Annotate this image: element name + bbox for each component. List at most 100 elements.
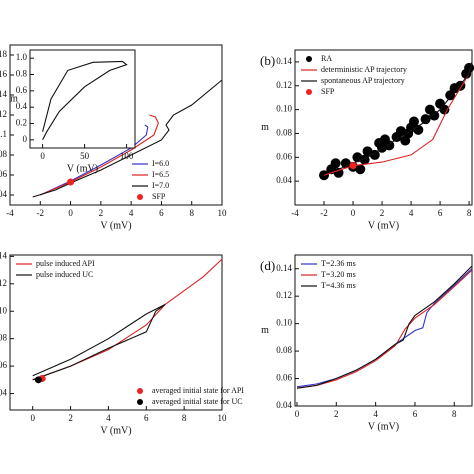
legend-symbol <box>306 56 312 62</box>
legend-label: averaged initial state for UC <box>152 397 243 406</box>
y-tick-label: 0.04 <box>276 400 292 410</box>
y-tick-label: 0.06 <box>0 169 8 179</box>
point <box>349 162 357 170</box>
y-tick-label: 0.08 <box>276 128 292 138</box>
panel-label: (b) <box>260 53 275 68</box>
y-tick-label: 0.1 <box>0 129 7 139</box>
x-axis-label: V (mV) <box>368 421 399 432</box>
y-tick-label: 0.12 <box>0 109 7 119</box>
point <box>408 116 419 127</box>
point <box>369 149 380 160</box>
x-tick-label: -2 <box>37 208 45 218</box>
point <box>420 114 431 125</box>
y-tick-label: 0.08 <box>0 149 8 159</box>
x-tick-label: 0 <box>351 208 356 218</box>
line <box>296 265 473 389</box>
line <box>32 79 223 198</box>
line <box>42 60 128 141</box>
x-tick-label: 6 <box>413 409 418 419</box>
legend-label: I=6.5 <box>152 170 169 179</box>
x-tick-label: 4 <box>409 208 414 218</box>
point <box>34 376 42 384</box>
legend-label: I=7.0 <box>152 181 169 190</box>
y-tick-label: 0.10 <box>0 305 8 315</box>
y-tick-label: 0.18 <box>0 49 8 59</box>
y-axis-label: m <box>10 93 18 104</box>
y-tick-label: 0.14 <box>276 263 292 273</box>
y-tick-label: 0.08 <box>276 345 292 355</box>
line <box>32 303 166 381</box>
legend-symbol <box>306 89 312 95</box>
y-tick-label: 0.10 <box>276 318 292 328</box>
x-tick-label: 6 <box>144 413 149 423</box>
legend-label: T=3.20 ms <box>321 270 356 279</box>
point <box>355 164 366 175</box>
y-tick-label: 0.6 <box>16 85 28 95</box>
legend-label: pulse induced API <box>36 259 95 268</box>
line <box>323 61 473 176</box>
x-tick-label: 0 <box>68 208 73 218</box>
x-tick-label: 4 <box>129 208 134 218</box>
x-tick-label: -4 <box>291 208 299 218</box>
x-tick-label: 2 <box>380 208 385 218</box>
line <box>296 269 473 389</box>
y-tick-label: 0.08 <box>0 333 8 343</box>
legend-label: T=2.36 ms <box>321 259 356 268</box>
x-tick-label: 50 <box>80 151 90 161</box>
x-axis-label: V (mV) <box>368 220 399 231</box>
x-tick-label: 2 <box>334 409 339 419</box>
x-tick-label: 8 <box>452 409 457 419</box>
y-tick-label: 0.8 <box>16 69 28 79</box>
x-tick-label: -2 <box>320 208 328 218</box>
legend-symbol <box>137 388 143 394</box>
x-tick-label: 4 <box>373 409 378 419</box>
x-tick-label: -4 <box>6 208 14 218</box>
y-tick-label: 0.12 <box>276 80 292 90</box>
x-tick-label: 8 <box>182 413 187 423</box>
plot-frame <box>9 254 223 411</box>
x-tick-label: 0 <box>295 409 300 419</box>
x-tick-label: 8 <box>467 208 472 218</box>
legend-label: averaged initial state for API <box>152 386 244 395</box>
x-tick-label: 100 <box>120 151 134 161</box>
legend-label: SFP <box>152 192 166 201</box>
y-tick-label: 1.0 <box>16 52 28 62</box>
line <box>40 114 159 196</box>
y-tick-label: 0.04 <box>276 175 292 185</box>
legend-label: RA <box>321 54 332 63</box>
point <box>67 178 75 186</box>
y-tick-label: 0.4 <box>16 101 28 111</box>
point <box>445 90 456 101</box>
legend-label: I=6.0 <box>152 159 169 168</box>
x-tick-label: 2 <box>68 413 73 423</box>
y-tick-label: 0.12 <box>0 278 7 288</box>
line <box>338 61 473 170</box>
x-tick-label: 0 <box>40 151 45 161</box>
y-axis-label: m <box>261 325 269 336</box>
point <box>330 158 341 169</box>
x-axis-label: V (mV) <box>100 220 131 231</box>
legend-symbol <box>137 194 143 200</box>
x-tick-label: 6 <box>438 208 443 218</box>
x-tick-label: 2 <box>99 208 104 218</box>
y-tick-label: 0.04 <box>0 189 8 199</box>
legend-symbol <box>137 399 143 405</box>
y-tick-label: 0.14 <box>276 56 292 66</box>
x-axis-label: V (mV) <box>100 425 131 436</box>
y-tick-label: 0.06 <box>276 373 292 383</box>
y-tick-label: 0.12 <box>276 290 292 300</box>
y-tick-label: 0.06 <box>276 151 292 161</box>
x-tick-label: 4 <box>106 413 111 423</box>
x-tick-label: 0 <box>30 413 35 423</box>
legend-label: spontaneous AP trajectory <box>321 76 405 85</box>
y-axis-label: m <box>261 122 269 133</box>
legend-label: SFP <box>321 87 335 96</box>
y-tick-label: 0.10 <box>276 104 292 114</box>
y-tick-label: 0.14 <box>0 250 8 260</box>
point <box>374 138 385 148</box>
y-tick-label: 0.04 <box>0 388 8 398</box>
panel-label: (d) <box>260 258 275 273</box>
x-tick-label: 6 <box>159 208 164 218</box>
legend-label: T=4.36 ms <box>321 281 356 290</box>
